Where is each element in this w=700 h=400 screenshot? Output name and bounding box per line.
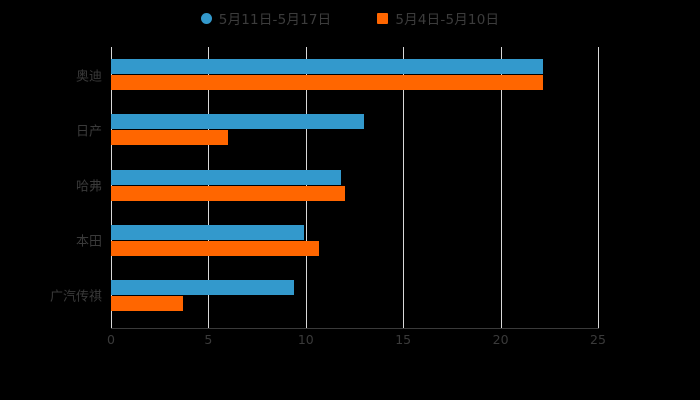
x-axis-tick-mark bbox=[305, 323, 307, 328]
legend-square-marker-icon bbox=[377, 12, 389, 24]
bar[interactable] bbox=[111, 75, 544, 91]
gridline bbox=[598, 47, 599, 323]
bar-group bbox=[111, 169, 598, 201]
x-axis-tick-mark bbox=[111, 323, 112, 328]
x-axis-tick-label: 25 bbox=[590, 332, 606, 347]
bar[interactable] bbox=[111, 169, 341, 185]
y-axis-category-label: 本田 bbox=[75, 234, 102, 250]
legend-entry[interactable]: 5月11日-5月17日 bbox=[200, 8, 332, 28]
x-axis-tick-label: 10 bbox=[297, 332, 314, 347]
bar-group bbox=[111, 114, 598, 146]
x-axis-line bbox=[111, 328, 599, 329]
x-axis-tick-label: 0 bbox=[107, 332, 115, 347]
bar[interactable] bbox=[111, 279, 295, 295]
bar[interactable] bbox=[111, 59, 544, 75]
bar[interactable] bbox=[111, 114, 365, 130]
x-axis-tick-mark bbox=[500, 323, 502, 328]
x-axis-tick-mark bbox=[208, 323, 210, 328]
gridline bbox=[500, 47, 502, 323]
gridline bbox=[403, 47, 405, 323]
legend-entry[interactable]: 5月4日-5月10日 bbox=[377, 8, 499, 28]
y-axis-category-label: 哈弗 bbox=[75, 179, 102, 195]
x-axis-tick-label: 5 bbox=[204, 332, 213, 347]
plot-area bbox=[111, 47, 599, 328]
x-axis-tick-label: 20 bbox=[492, 332, 509, 347]
bar[interactable] bbox=[111, 224, 304, 240]
legend-circle-marker-icon bbox=[200, 12, 212, 24]
bar-group bbox=[111, 59, 598, 91]
x-axis-tick-mark bbox=[598, 323, 599, 328]
chart-legend: 5月11日-5月17日 5月4日-5月10日 bbox=[0, 8, 700, 28]
legend-label: 5月11日-5月17日 bbox=[218, 12, 332, 28]
bar-group bbox=[111, 279, 598, 311]
x-axis-tick-label: 15 bbox=[395, 332, 412, 347]
gridline bbox=[208, 47, 210, 323]
bar[interactable] bbox=[111, 130, 228, 146]
bar[interactable] bbox=[111, 240, 320, 256]
y-axis-category-label: 广汽传祺 bbox=[49, 289, 102, 305]
y-axis-category-label: 奥迪 bbox=[75, 69, 102, 85]
y-axis-category-label: 日产 bbox=[75, 124, 102, 140]
legend-label: 5月4日-5月10日 bbox=[395, 12, 500, 28]
bar[interactable] bbox=[111, 295, 184, 311]
bar-group bbox=[111, 224, 598, 256]
gridline bbox=[305, 47, 307, 323]
x-axis-tick-mark bbox=[403, 323, 405, 328]
gridline bbox=[111, 47, 112, 323]
bar[interactable] bbox=[111, 185, 345, 201]
